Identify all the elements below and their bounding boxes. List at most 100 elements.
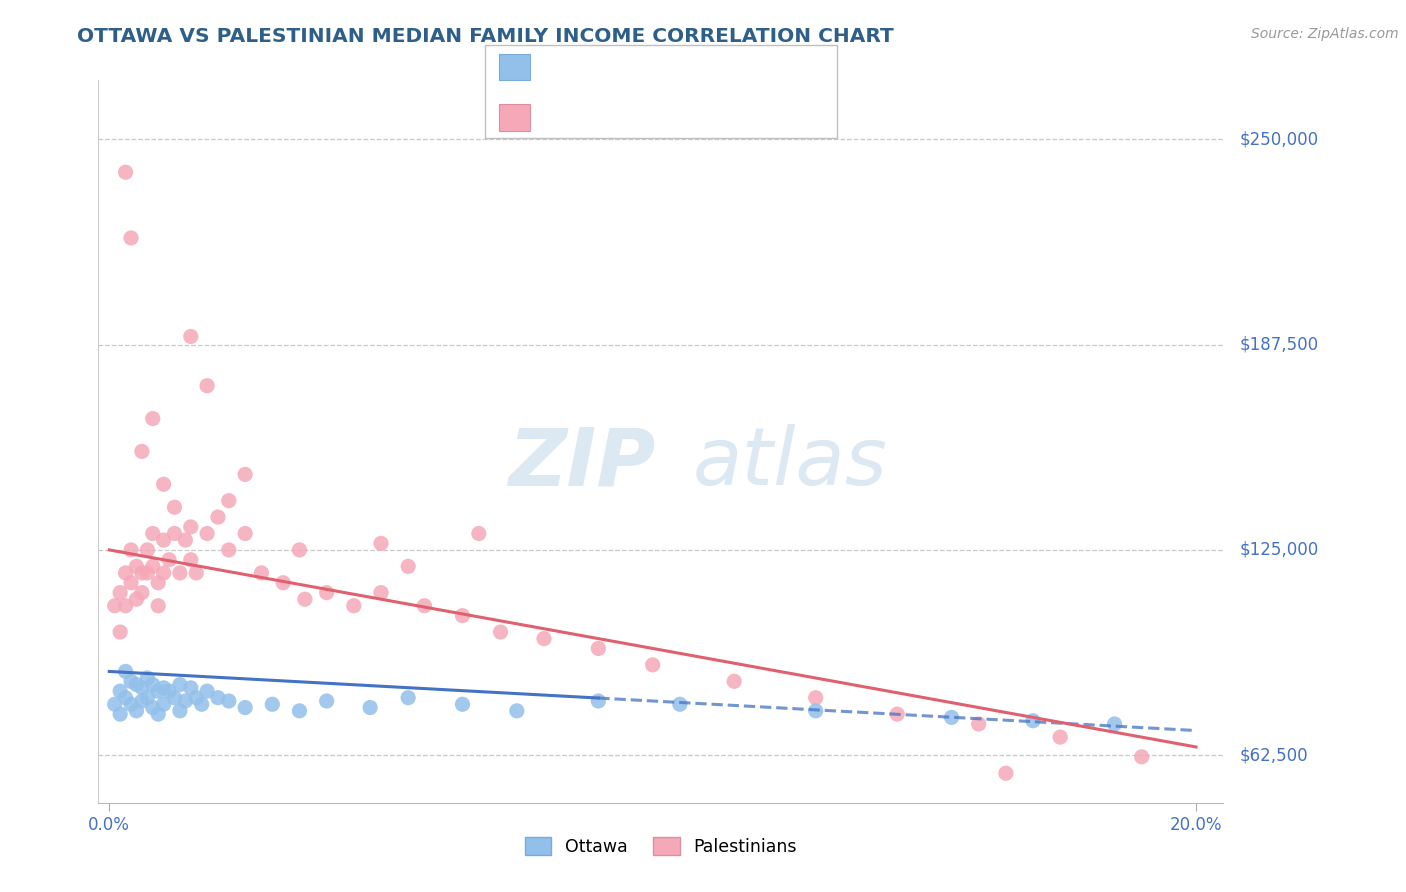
Point — [108, 585, 131, 599]
Text: $250,000: $250,000 — [1240, 130, 1319, 148]
Point — [142, 677, 165, 691]
Point — [723, 674, 745, 689]
Point — [413, 599, 436, 613]
Point — [207, 690, 229, 705]
Point — [207, 510, 229, 524]
Text: $62,500: $62,500 — [1240, 747, 1309, 764]
Point — [1049, 730, 1071, 744]
Point — [1130, 749, 1153, 764]
Point — [315, 585, 337, 599]
Point — [218, 493, 240, 508]
Point — [120, 575, 142, 590]
Point — [152, 698, 174, 712]
Point — [218, 694, 240, 708]
Point — [190, 698, 212, 712]
Point — [163, 500, 186, 515]
Text: $125,000: $125,000 — [1240, 541, 1319, 559]
Point — [1104, 717, 1126, 731]
Point — [125, 677, 148, 691]
Point — [271, 575, 294, 590]
Point — [233, 700, 256, 714]
Point — [396, 690, 419, 705]
Point — [120, 698, 142, 712]
Point — [142, 526, 165, 541]
Point — [804, 704, 827, 718]
Text: Source: ZipAtlas.com: Source: ZipAtlas.com — [1251, 27, 1399, 41]
Point — [136, 671, 159, 685]
Point — [359, 700, 381, 714]
Text: R =: R = — [541, 103, 578, 120]
Point — [195, 526, 218, 541]
Point — [288, 542, 311, 557]
Point — [169, 704, 191, 718]
Text: R =: R = — [541, 58, 578, 76]
Point — [174, 533, 197, 547]
Point — [125, 592, 148, 607]
Point — [180, 520, 202, 534]
Point — [174, 694, 197, 708]
Point — [104, 698, 127, 712]
Point — [114, 566, 136, 580]
Point — [994, 766, 1017, 780]
Text: ZIP: ZIP — [509, 425, 655, 502]
Point — [370, 536, 392, 550]
Point — [163, 690, 186, 705]
Point — [120, 231, 142, 245]
Point — [142, 411, 165, 425]
Point — [108, 684, 131, 698]
Point — [120, 542, 142, 557]
Point — [180, 553, 202, 567]
Point — [136, 690, 159, 705]
Point — [262, 698, 284, 712]
Point — [886, 707, 908, 722]
Point — [186, 566, 208, 580]
Point — [941, 710, 963, 724]
Text: N =: N = — [657, 103, 693, 120]
Point — [370, 585, 392, 599]
Point — [114, 690, 136, 705]
Point — [104, 599, 127, 613]
Text: -0.266: -0.266 — [581, 103, 634, 120]
Point — [114, 665, 136, 679]
Point — [195, 684, 218, 698]
Point — [131, 444, 153, 458]
Point — [108, 707, 131, 722]
Text: 44: 44 — [696, 58, 717, 76]
Point — [195, 378, 218, 392]
Point — [180, 329, 202, 343]
Text: N =: N = — [657, 58, 693, 76]
Point — [142, 559, 165, 574]
Point — [136, 542, 159, 557]
Point — [114, 165, 136, 179]
Point — [506, 704, 529, 718]
Text: 63: 63 — [696, 103, 717, 120]
Point — [152, 477, 174, 491]
Point — [148, 599, 170, 613]
Point — [157, 553, 180, 567]
Point — [641, 657, 664, 672]
Point — [967, 717, 990, 731]
Point — [451, 698, 474, 712]
Point — [163, 526, 186, 541]
Point — [131, 566, 153, 580]
Point — [489, 625, 512, 640]
Point — [669, 698, 692, 712]
Point — [136, 566, 159, 580]
Point — [533, 632, 555, 646]
Point — [152, 681, 174, 695]
Point — [152, 566, 174, 580]
Point — [343, 599, 366, 613]
Point — [218, 542, 240, 557]
Point — [120, 674, 142, 689]
Point — [131, 694, 153, 708]
Point — [233, 467, 256, 482]
Point — [131, 681, 153, 695]
Point — [294, 592, 316, 607]
Point — [148, 684, 170, 698]
Legend: Ottawa, Palestinians: Ottawa, Palestinians — [517, 830, 804, 863]
Point — [468, 526, 491, 541]
Point — [315, 694, 337, 708]
Point — [148, 707, 170, 722]
Point — [186, 690, 208, 705]
Point — [131, 585, 153, 599]
